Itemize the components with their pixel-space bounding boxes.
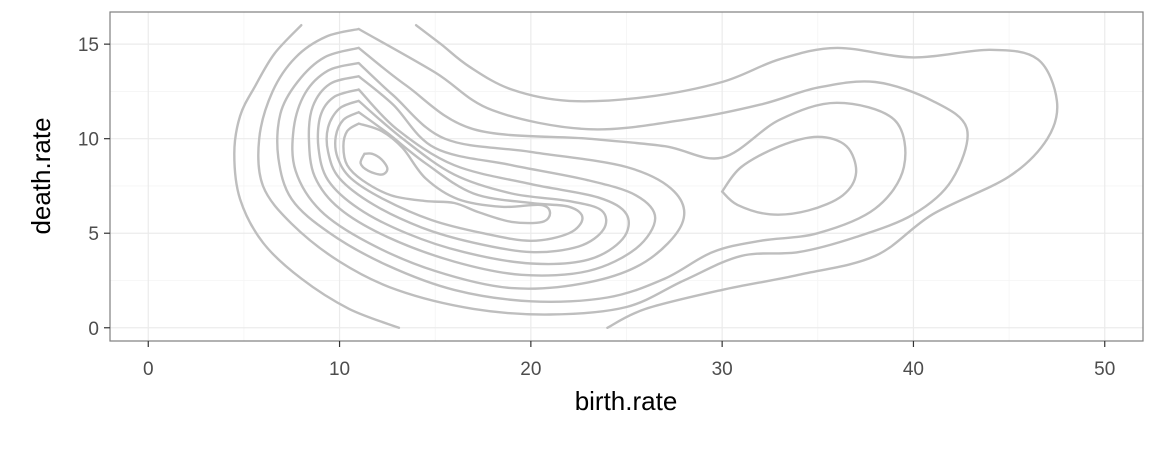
contour-line-12 bbox=[720, 135, 858, 216]
y-tick-label: 15 bbox=[78, 35, 99, 56]
contour-line-9 bbox=[334, 111, 584, 242]
contour-line-3 bbox=[257, 27, 969, 316]
contour-line-8 bbox=[325, 99, 608, 254]
x-tick-label: 50 bbox=[1094, 359, 1115, 380]
minor-gridlines bbox=[110, 12, 1143, 341]
contour-line-4 bbox=[276, 46, 907, 303]
x-axis: 0 10 20 30 40 50 bbox=[143, 341, 1115, 380]
x-tick-label: 20 bbox=[520, 359, 541, 380]
y-axis-title: death.rate bbox=[26, 117, 56, 234]
x-tick-label: 30 bbox=[712, 359, 733, 380]
contour-line-6 bbox=[307, 75, 657, 277]
contour-line-2 bbox=[414, 24, 1059, 329]
x-tick-label: 0 bbox=[143, 359, 154, 380]
y-tick-label: 0 bbox=[88, 319, 99, 340]
x-axis-title: birth.rate bbox=[575, 386, 678, 416]
y-tick-label: 5 bbox=[88, 224, 99, 245]
x-tick-label: 10 bbox=[329, 359, 350, 380]
contour-line-5 bbox=[291, 61, 686, 290]
contour-line-10 bbox=[342, 122, 552, 225]
x-tick-label: 40 bbox=[903, 359, 924, 380]
contour-line-7 bbox=[316, 88, 630, 266]
contour-line-1 bbox=[233, 24, 401, 329]
contour-line-11 bbox=[359, 152, 389, 176]
y-axis: 0 5 10 15 bbox=[78, 35, 110, 340]
y-tick-label: 10 bbox=[78, 130, 99, 151]
panel-border bbox=[109, 11, 1144, 342]
contour-lines bbox=[233, 24, 1059, 329]
